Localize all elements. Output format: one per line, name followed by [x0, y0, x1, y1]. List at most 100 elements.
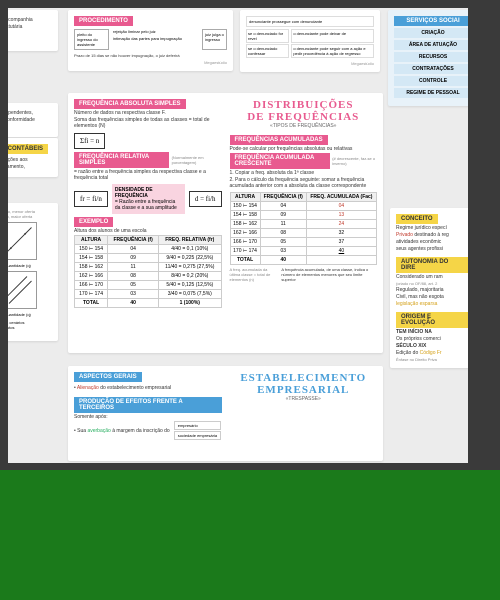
acum-table: ALTURAFREQUÊNCIA (f)FREQ. ACUMULADA (Fac…: [230, 192, 378, 265]
xlabel: quantidade (q): [8, 312, 52, 317]
txt: feito, em conformidade: [8, 117, 52, 123]
txt: Soma das frequências simples de todas as…: [74, 117, 222, 129]
note: (# decrescente, faz-se o inverno): [332, 156, 377, 166]
card-indep: litores independentes, feito, em conform…: [8, 103, 58, 137]
chart1: [8, 222, 37, 260]
title: EMPRESARIAL: [230, 384, 378, 396]
hdr: ORIGEM E EVOLUÇÃO: [396, 312, 468, 328]
footer: Megaestúdio: [74, 60, 227, 65]
txt: se o denunciado for revel: [246, 29, 289, 43]
taskbar: [0, 470, 500, 600]
th: ALTURA: [75, 236, 108, 245]
txt: gação estatutária: [8, 24, 52, 30]
txt: Regime jurídico especí: [396, 225, 468, 231]
txt: 2. Para o cálculo da frequência seguinte…: [230, 177, 378, 189]
txt: cáveis: [8, 124, 52, 130]
txt: o denunciante pode seguir com a ação e p…: [291, 44, 374, 58]
th: FREQ. RELATIVA (fr): [159, 236, 221, 245]
subtitle: «TRESPASSE»: [230, 396, 378, 402]
subtitle: «TIPOS DE FREQUÊNCIAS»: [230, 123, 378, 129]
txt: demonstrações aos: [8, 157, 52, 163]
header: PROCEDIMENTO: [74, 16, 133, 26]
txt: Pode-se calcular por frequências absolut…: [230, 146, 378, 152]
box: juiz julga o ingresso: [202, 29, 227, 50]
formula: fr = fi/n: [74, 191, 108, 207]
txt: o denunciante pode deixar de: [291, 29, 374, 43]
formula: d = fi/h: [189, 191, 222, 207]
txt: aumento da: [8, 330, 52, 335]
title: DISTRIBUIÇÕES: [230, 99, 378, 111]
card-chart: A menor preço, menor oferta A maior preç…: [8, 203, 58, 341]
txt: Número de dados na respectiva classe F.: [74, 110, 222, 116]
txt: atividades econômic: [396, 239, 468, 245]
header: ÇÕES CONTÁBEIS: [8, 144, 48, 154]
hdr: ASPECTOS GERAIS: [74, 372, 142, 382]
card-procedimento: PROCEDIMENTO pleito do ingresso do assis…: [68, 10, 233, 71]
card-denun: denunciante prossegue com denunciante se…: [240, 10, 380, 72]
card-conceito: CONCEITO Regime jurídico especí Privado …: [390, 208, 468, 368]
card-partial-top: tituição da companhia gação estatutária …: [8, 10, 58, 51]
hdr: PRODUÇÃO DE EFEITOS FRENTE A TERCEIROS: [74, 397, 222, 413]
pink-title: DENSIDADE DE FREQUÊNCIA: [115, 187, 153, 199]
document-viewport: tituição da companhia gação estatutária …: [8, 8, 468, 463]
txt: SÉCULO XIX: [396, 343, 468, 349]
txt: Ênfase no Direito Priva: [396, 357, 468, 362]
card-services: SERVIÇOS SOCIAI CRIAÇÃO ÁREA DE ATUAÇÃO …: [388, 10, 468, 106]
header: SERVIÇOS SOCIAI: [394, 16, 468, 26]
txt: litores independentes,: [8, 110, 52, 116]
svc: REGIME DE PESSOAL: [394, 88, 468, 98]
txt: Regulado, majoritaria: [396, 287, 468, 293]
footer: Megaestúdio: [246, 61, 374, 66]
box: sociedade empresária: [174, 431, 221, 440]
hdr: FREQUÊNCIA RELATIVA SIMPLES: [74, 152, 169, 168]
box: pleito do ingresso do assistente: [74, 29, 109, 50]
card-contabil: ÇÕES CONTÁBEIS demonstrações aos de endi…: [8, 138, 58, 177]
hdr: AUTONOMIA DO DIRE: [396, 257, 468, 273]
pink-text: = Razão entre a frequência da classe e a…: [115, 199, 182, 211]
txt: rejeição liminar pelo juiz: [113, 29, 198, 34]
txt: ação do: [8, 31, 52, 37]
txt: de endividamento,: [8, 164, 52, 170]
txt: Considerado um ram: [396, 274, 468, 280]
txt: legislação esparsa: [396, 301, 468, 307]
txt: Altura dos alunos de uma escola: [74, 228, 222, 234]
txt: Somente após:: [74, 414, 222, 420]
txt: 1. Copiar a freq. absoluta da 1ª classe: [230, 170, 378, 176]
svc: ÁREA DE ATUAÇÃO: [394, 40, 468, 50]
card-frequencias: FREQUÊNCIA ABSOLUTA SIMPLES Número de da…: [68, 93, 383, 353]
txt: = razão entre a frequência simples da re…: [74, 169, 222, 181]
txt: tituição da companhia: [8, 17, 52, 23]
hdr: FREQUÊNCIA ACUMULADA CRESCENTE: [230, 153, 331, 169]
hdr: FREQUÊNCIA ABSOLUTA SIMPLES: [74, 99, 186, 109]
note: A freq. acumulada da última classe = tot…: [230, 267, 278, 282]
formula: Σfi = n: [74, 133, 105, 149]
note: Prazo de 15 dias se não houver impugnaçã…: [74, 53, 227, 58]
svc: CRIAÇÃO: [394, 28, 468, 38]
note: A maior preço, maior oferta: [8, 214, 52, 219]
svc: CONTRATAÇÕES: [394, 64, 468, 74]
note: (Normalmente em porcentagem): [172, 155, 222, 165]
txt: intimação das partes para impugnação: [113, 36, 198, 41]
hdr: CONCEITO: [396, 214, 438, 224]
th: FREQUÊNCIA (f): [108, 236, 159, 245]
box: empresário: [174, 421, 221, 430]
xlabel: quantidade (q): [8, 263, 52, 268]
hdr: EXEMPLO: [74, 217, 113, 227]
svc: RECURSOS: [394, 52, 468, 62]
txt: Civil, mas não esgota: [396, 294, 468, 300]
txt: ribuições: [8, 38, 52, 44]
title: DE FREQUÊNCIAS: [230, 111, 378, 123]
freq-table: ALTURAFREQUÊNCIA (f)FREQ. RELATIVA (fr) …: [74, 235, 222, 308]
txt: denunciante prossegue com denunciante: [249, 19, 371, 24]
chart2: [8, 271, 37, 309]
txt: TEM INÍCIO NA: [396, 329, 468, 335]
note: A frequência acumulada, de uma classe, i…: [281, 267, 377, 282]
title: ESTABELECIMENTO: [230, 372, 378, 384]
card-estabelecimento: ASPECTOS GERAIS • Alienação do estabelec…: [68, 366, 383, 461]
note: (criado no OF/88, art. 2: [396, 281, 468, 286]
txt: Os próprios comerci: [396, 336, 468, 342]
svc: CONTROLE: [394, 76, 468, 86]
txt: se o denunciado confessar: [246, 44, 289, 58]
txt: seus agentes profissi: [396, 246, 468, 252]
hdr: FREQUÊNCIAS ACUMULADAS: [230, 135, 328, 145]
